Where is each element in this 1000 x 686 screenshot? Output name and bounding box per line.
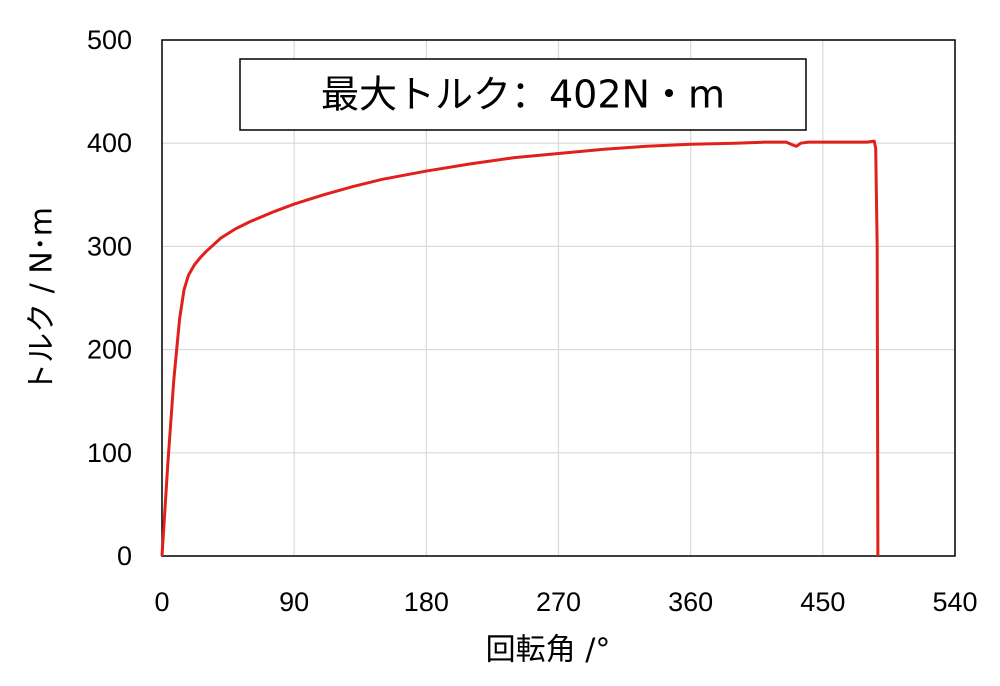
torque-series-line [160,139,880,557]
x-axis-title: 回転角 /° [486,633,611,668]
x-tick-labels: 0 90 180 270 360 450 540 [154,587,977,617]
x-tick-label: 540 [932,587,977,617]
y-axis-title: トルク / N･m [25,207,60,393]
y-tick-label: 400 [87,128,132,158]
x-tick-label: 180 [404,587,449,617]
x-tick-label: 450 [800,587,845,617]
y-tick-label: 200 [87,335,132,365]
x-tick-label: 0 [154,587,169,617]
annotation-box [239,58,807,131]
y-tick-labels: 0 100 200 300 400 500 [87,25,132,571]
y-tick-label: 500 [87,25,132,55]
y-tick-label: 0 [117,541,132,571]
max-torque-annotation: 最大トルク：402N・m [239,58,807,131]
y-tick-label: 100 [87,438,132,468]
x-tick-label: 270 [536,587,581,617]
x-tick-label: 360 [668,587,713,617]
annotation-text: 最大トルク：402N・m [321,73,725,117]
x-tick-label: 90 [279,587,309,617]
plot-area-frame [161,39,956,557]
y-tick-label: 300 [87,231,132,261]
